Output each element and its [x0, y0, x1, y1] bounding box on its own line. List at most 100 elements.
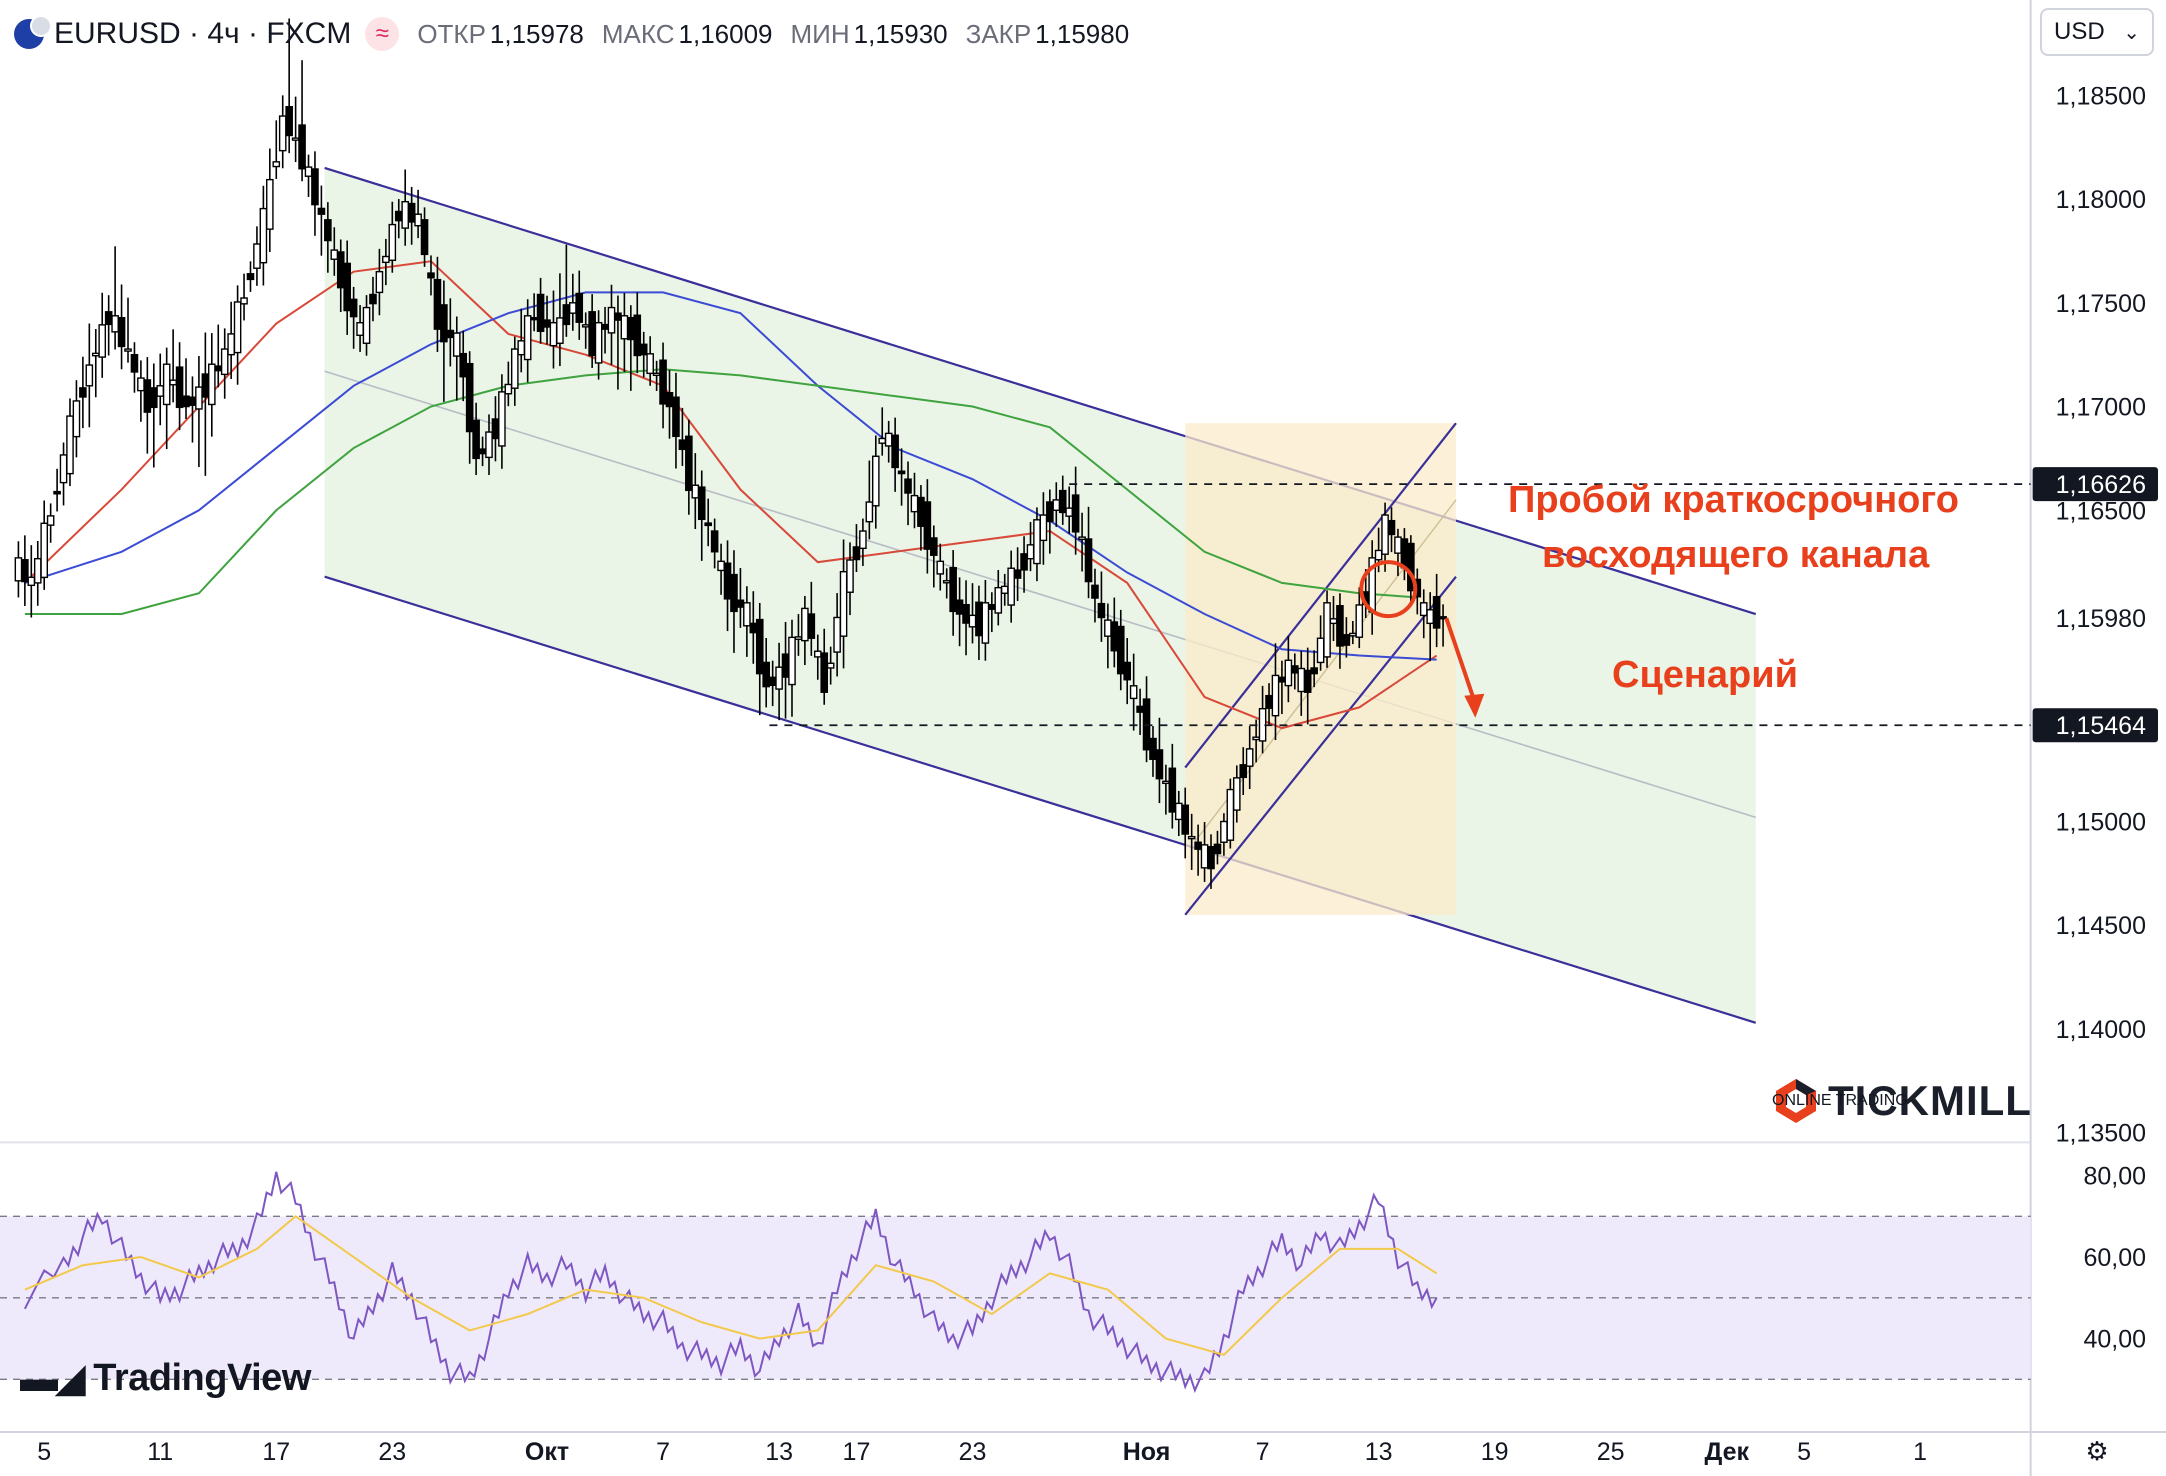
candle-body — [530, 316, 538, 321]
candle-body — [1265, 694, 1273, 709]
candle-body — [433, 278, 442, 330]
candle-body — [491, 418, 500, 440]
candle — [91, 292, 113, 398]
candle-body — [79, 387, 87, 398]
candle-body — [743, 602, 751, 627]
candle-body — [1129, 685, 1138, 700]
candle-body — [1387, 519, 1396, 536]
price-marker-label: 1,15980 — [2056, 605, 2146, 633]
candle-body — [717, 560, 725, 572]
candle-body — [1207, 846, 1215, 870]
candle-body — [1329, 618, 1338, 625]
candle — [169, 329, 190, 431]
candle-body — [1303, 669, 1312, 693]
settings-icon[interactable]: ⚙ — [2085, 1436, 2109, 1466]
candle — [614, 292, 635, 391]
candle — [111, 246, 132, 370]
time-tick-label: 7 — [656, 1438, 670, 1466]
candle-body — [569, 302, 577, 314]
candle-body — [420, 219, 429, 256]
candle-body — [846, 559, 854, 593]
candle-body — [1310, 667, 1318, 675]
candle — [498, 336, 519, 469]
price-marker-bg — [2032, 467, 2158, 502]
candle-body — [1091, 584, 1099, 599]
candle — [1407, 535, 1428, 639]
symbol-label[interactable]: EURUSD · 4ч · FXCM — [54, 17, 352, 50]
candle-body — [859, 530, 867, 550]
candle-body — [1432, 596, 1441, 629]
candle-body — [594, 322, 603, 364]
candle-body — [852, 546, 861, 561]
candle-body — [801, 607, 809, 642]
rsi-tick-label: 40,00 — [2083, 1326, 2146, 1354]
approx-icon[interactable]: ≈ — [365, 17, 400, 51]
price-marker-bg — [2032, 708, 2158, 743]
candle-body — [536, 293, 545, 332]
candle-body — [137, 377, 145, 392]
candle — [382, 199, 403, 286]
ascending-channel-upper — [1184, 422, 1457, 769]
candle — [807, 581, 829, 705]
low-label: МИН — [790, 18, 850, 49]
candle-body — [452, 332, 461, 357]
candle-body — [1374, 549, 1383, 561]
candle-body — [1355, 604, 1364, 638]
candle-body — [685, 435, 693, 492]
axes: 1,18500 1,18000 1,17500 1,17000 1,16500 1,150… — [37, 82, 2158, 1466]
candle-body — [659, 359, 667, 405]
candle-body — [1419, 602, 1428, 617]
candle-body — [336, 251, 345, 289]
candle — [846, 518, 867, 616]
candle-body — [1168, 767, 1177, 813]
ascending-channel-lower — [1184, 575, 1457, 916]
candle-body — [581, 324, 590, 328]
candle-body — [362, 306, 371, 344]
candle-body — [91, 352, 100, 357]
currency-select[interactable]: USD ⌄ — [2040, 8, 2154, 56]
candle-body — [1065, 507, 1073, 517]
chart-header: EURUSD · 4ч · FXCM ≈ ОТКР 1,15978 МАКС 1… — [14, 14, 1129, 54]
candle-body — [1297, 667, 1306, 693]
candle — [730, 550, 751, 657]
candle-body — [1181, 804, 1190, 835]
candle-body — [330, 249, 339, 260]
candle-body — [788, 636, 796, 686]
candle — [981, 570, 1003, 661]
time-tick-label: 17 — [843, 1438, 871, 1466]
price-tick-label: 1,14000 — [2056, 1016, 2146, 1044]
candle-body — [14, 557, 23, 582]
candle-body — [1213, 843, 1222, 855]
candle-body — [910, 494, 919, 513]
candle-body — [1400, 538, 1409, 569]
candle-body — [98, 324, 107, 358]
candle-body — [278, 115, 287, 152]
candle — [1232, 726, 1254, 823]
candle-body — [923, 501, 932, 550]
candle — [72, 323, 94, 458]
candle-body — [1316, 637, 1325, 664]
candle-body — [356, 322, 364, 337]
candle — [33, 500, 55, 606]
candle-body — [478, 448, 487, 455]
candle-body — [220, 348, 229, 376]
candle-body — [639, 343, 648, 356]
candle-body — [111, 315, 119, 333]
candle-body — [930, 537, 938, 556]
candle-body — [556, 317, 564, 344]
candle-body — [523, 315, 532, 361]
candle-body — [130, 353, 139, 373]
candle-body — [72, 400, 81, 438]
candle-body — [143, 379, 152, 413]
candle — [826, 539, 848, 685]
candle-body — [240, 297, 248, 305]
candle-body — [633, 314, 642, 357]
tradingview-name: TradingView — [93, 1356, 311, 1399]
currency-flag-icon — [14, 15, 52, 49]
candle-body — [1071, 494, 1080, 533]
annotation-line-2: восходящего канала — [1542, 534, 1930, 576]
candle-body — [826, 662, 835, 669]
tickmill-sub: ONLINE TRADING — [1772, 1092, 1908, 1109]
candle-body — [1136, 705, 1144, 713]
